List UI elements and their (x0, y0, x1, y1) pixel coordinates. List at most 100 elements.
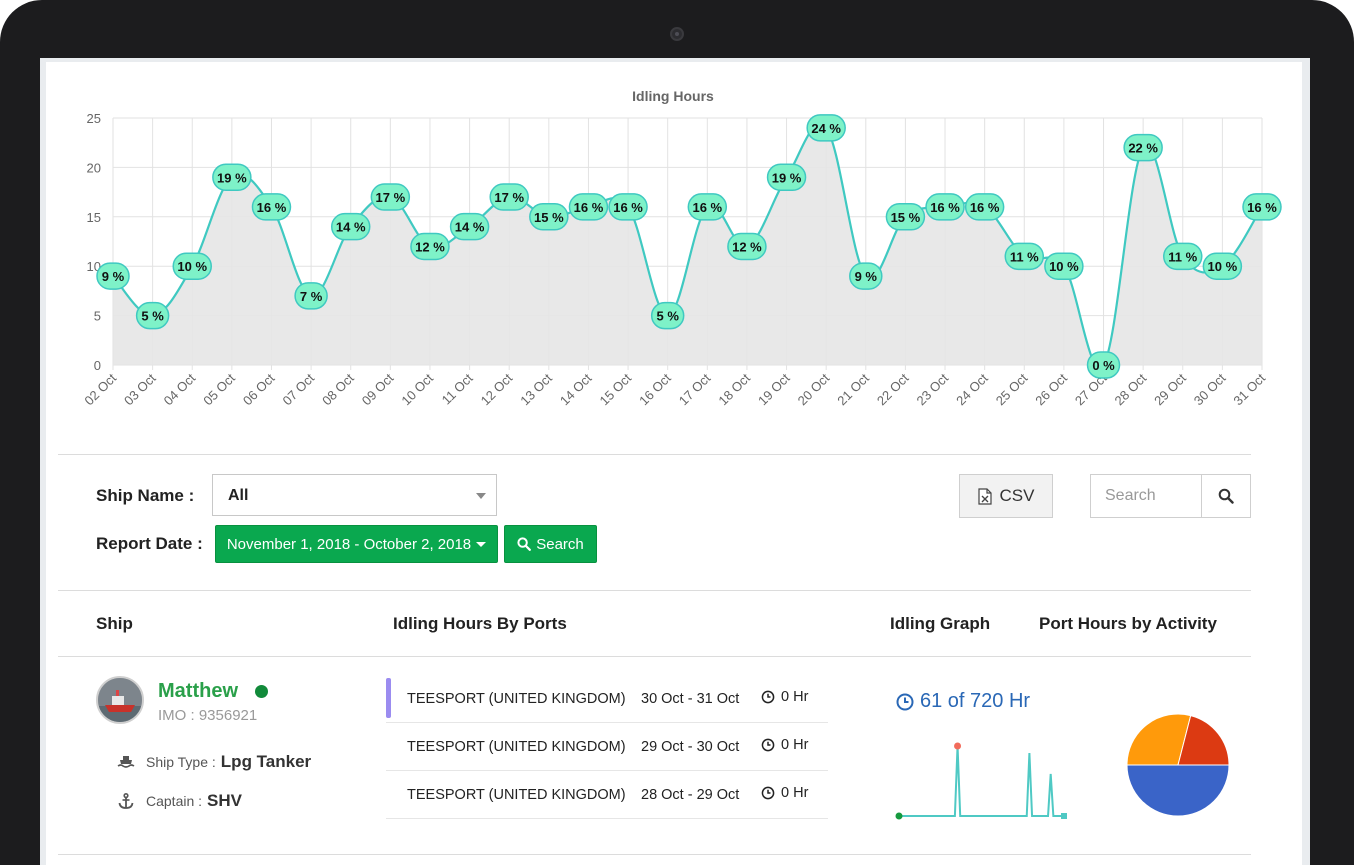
csv-label: CSV (999, 486, 1035, 505)
chart-data-point[interactable]: 0 % (1086, 351, 1121, 379)
chart-data-point[interactable]: 16 % (608, 193, 648, 221)
chart-data-label-bg (1242, 193, 1282, 221)
chart-data-point[interactable]: 10 % (1044, 252, 1084, 280)
chart-x-tick-label: 09 Oct (359, 370, 397, 408)
chart-data-label-bg (370, 183, 411, 211)
report-date-label: Report Date : (96, 534, 203, 553)
chart-data-label: 12 % (415, 239, 445, 254)
port-row: TEESPORT (UNITED KINGDOM) 29 Oct - 30 Oc… (386, 724, 828, 771)
chart-data-point[interactable]: 16 % (568, 193, 609, 221)
chart-data-point[interactable]: 16 % (687, 193, 728, 221)
chart-data-point[interactable]: 16 % (964, 193, 1005, 221)
chart-data-label: 15 % (534, 210, 564, 225)
pie-slice[interactable] (1126, 764, 1230, 817)
chart-x-tick-label: 08 Oct (319, 370, 357, 408)
chart-y-tick-label: 0 (94, 358, 101, 373)
chart-data-point[interactable]: 15 % (885, 203, 926, 231)
chart-data-point[interactable]: 9 % (849, 262, 883, 290)
column-header-idling-graph: Idling Graph (890, 614, 991, 633)
chart-data-point[interactable]: 14 % (449, 212, 490, 241)
chart-data-point[interactable]: 14 % (330, 212, 371, 241)
chart-data-label-bg (529, 203, 569, 231)
clock-icon (896, 693, 914, 710)
chart-data-point[interactable]: 12 % (727, 232, 767, 261)
chart-data-point[interactable]: 17 % (370, 183, 411, 211)
chart-x-tick-label: 04 Oct (161, 370, 199, 408)
search-button[interactable]: Search (504, 525, 597, 563)
chart-x-tick-label: 14 Oct (557, 370, 595, 408)
divider (58, 590, 1251, 591)
ship-name-label: Ship Name : (96, 486, 195, 505)
chart-x-tick-label: 11 Oct (439, 370, 476, 407)
chart-data-label-bg (1004, 242, 1045, 271)
chart-data-point[interactable]: 5 % (135, 301, 170, 330)
pie-slice[interactable] (1126, 713, 1192, 766)
date-range-picker[interactable]: November 1, 2018 - October 2, 2018 (215, 525, 498, 563)
ship-name-select[interactable]: All (212, 474, 497, 516)
chart-data-point[interactable]: 11 % (1004, 242, 1045, 271)
chart-x-tick-label: 23 Oct (913, 370, 951, 408)
port-activity-pie (1126, 713, 1230, 817)
chart-x-tick-label: 05 Oct (200, 370, 238, 408)
ship-type-value: Lpg Tanker (220, 752, 312, 771)
chart-data-label: 7 % (300, 289, 323, 304)
chart-x-tick-label: 18 Oct (715, 370, 753, 408)
chart-x-tick-label: 26 Oct (1032, 370, 1070, 408)
column-header-port-hours-by-activity: Port Hours by Activity (1039, 614, 1217, 633)
csv-export-button[interactable]: CSV (959, 474, 1053, 518)
chart-data-point[interactable]: 10 % (172, 252, 212, 280)
chart-data-point[interactable]: 5 % (650, 301, 685, 330)
chart-data-label: 16 % (257, 200, 287, 215)
chart-x-tick-label: 24 Oct (953, 370, 991, 408)
chart-data-point[interactable]: 22 % (1123, 133, 1163, 162)
search-input[interactable] (1091, 475, 1201, 517)
chart-data-label: 19 % (217, 170, 247, 185)
chart-area-fill (113, 124, 1262, 368)
port-row: TEESPORT (UNITED KINGDOM) 30 Oct - 31 Oc… (386, 676, 828, 723)
chart-data-label-bg (568, 193, 609, 221)
chart-data-point[interactable]: 19 % (212, 163, 252, 192)
chart-data-label: 16 % (930, 200, 960, 215)
chart-data-label-bg (251, 193, 292, 221)
date-range-text: November 1, 2018 - October 2, 2018 (226, 535, 472, 553)
chart-x-tick-label: 15 Oct (597, 370, 635, 408)
chart-data-label: 16 % (613, 200, 643, 215)
chart-data-point[interactable]: 12 % (410, 232, 450, 261)
chart-data-point[interactable]: 10 % (1202, 252, 1243, 280)
chart-data-label-bg (766, 163, 807, 192)
anchor-icon (116, 792, 136, 810)
chart-x-tick-label: 16 Oct (636, 370, 674, 408)
ship-imo: IMO : 9356921 (158, 707, 258, 724)
chart-data-point[interactable]: 19 % (766, 163, 807, 192)
chart-data-label: 22 % (1128, 141, 1158, 156)
chart-data-point[interactable]: 15 % (529, 203, 569, 231)
chart-y-tick-label: 25 (87, 111, 101, 126)
clock-icon (761, 738, 775, 752)
chart-x-tick-label: 03 Oct (121, 370, 159, 408)
chart-data-label: 19 % (772, 170, 802, 185)
chart-y-tick-label: 20 (87, 160, 101, 175)
chart-data-label-bg (964, 193, 1005, 221)
chart-x-tick-label: 13 Oct (517, 370, 555, 408)
search-submit-button[interactable] (1201, 475, 1250, 517)
chart-data-point[interactable]: 16 % (925, 193, 965, 221)
chart-data-label-bg (727, 232, 767, 261)
chart-data-point[interactable]: 7 % (294, 282, 328, 310)
chart-data-point[interactable]: 11 % (1163, 242, 1203, 271)
chart-data-point[interactable]: 9 % (96, 262, 130, 290)
ship-name-link[interactable]: Matthew (158, 680, 238, 702)
chart-data-label-bg (650, 301, 685, 330)
chart-data-label: 17 % (376, 190, 406, 205)
idling-total-value: 61 of 720 Hr (920, 690, 1031, 712)
screen: Idling Hours 0 5 10 15 20 25 02 Oct 03 Oct 04 O… (40, 58, 1310, 865)
chart-data-point[interactable]: 24 % (806, 114, 846, 142)
search-button-label: Search (536, 535, 584, 553)
chart-data-point[interactable]: 17 % (489, 183, 529, 211)
chart-data-label: 10 % (1208, 259, 1238, 274)
pie-slice[interactable] (1177, 714, 1230, 766)
chart-data-point[interactable]: 16 % (251, 193, 292, 221)
dashboard-panel: Idling Hours 0 5 10 15 20 25 02 Oct 03 Oct 04 O… (46, 62, 1302, 865)
chart-data-point[interactable]: 16 % (1242, 193, 1282, 221)
chart-title: Idling Hours (632, 88, 714, 104)
chart-data-label-bg (172, 252, 212, 280)
